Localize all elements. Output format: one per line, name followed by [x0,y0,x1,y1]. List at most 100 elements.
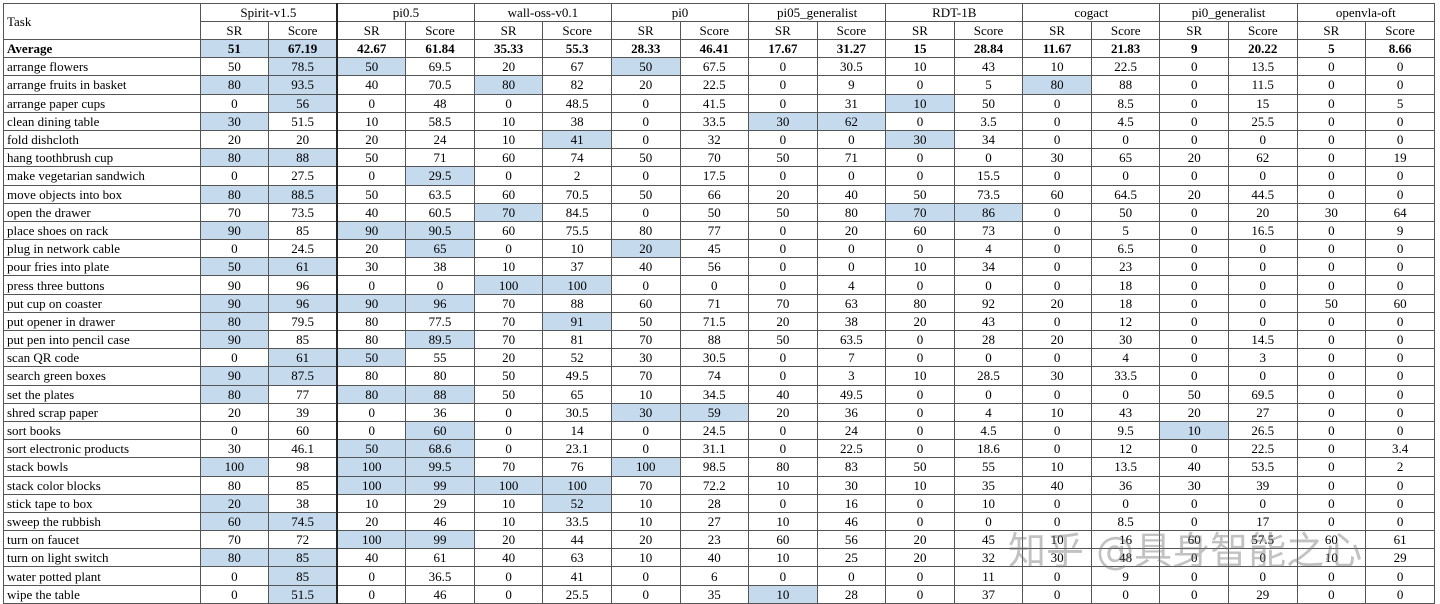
header-row: Task Spirit-v1.5 pi0.5 wall-oss-v0.1 pi0 pi05… [3,3,1436,40]
value-cell: 0 [1296,129,1367,150]
value-cell: 77.5 [405,311,475,332]
value-cell: 30 [1022,148,1092,168]
value-cell: 90 [199,329,270,350]
value-cell: 35 [953,475,1024,495]
value-cell: 43 [1090,402,1161,422]
value-cell: 49.5 [816,384,887,404]
value-cell: 80 [1022,75,1092,95]
value-cell: 0 [1228,311,1298,332]
value-cell: 20 [199,402,270,422]
data-row: make vegetarian sandwich 0 27.5 0 29.5 0 2 0 17.… [3,166,1435,186]
data-row: hang toothbrush cup 80 88 50 71 60 74 50 70 50 71 0… [3,148,1435,168]
value-cell: 20 [473,57,544,77]
value-cell: 98.5 [679,457,750,477]
value-cell: 30 [199,439,270,459]
value-cell: 30 [199,111,270,131]
metric-header: Score [1365,21,1435,40]
task-cell: search green boxes [3,366,201,386]
value-cell: 10 [885,93,955,113]
value-cell: 38 [405,257,475,277]
value-cell: 80 [199,148,270,168]
value-cell: 0 [1365,493,1435,513]
value-cell: 10 [473,511,544,532]
value-cell: 71.5 [679,311,750,332]
value-cell: 0 [816,257,887,277]
value-cell: 0 [610,584,681,604]
value-cell: 20 [336,129,407,150]
value-cell: 0 [1090,166,1161,186]
value-cell: 6.5 [1090,239,1161,259]
value-cell: 46 [405,511,475,532]
value-cell: 0 [1022,202,1092,222]
value-cell: 35.33 [473,38,544,59]
value-cell: 67.5 [679,57,750,77]
value-cell: 0 [1365,184,1435,204]
value-cell: 65 [1090,148,1161,168]
value-cell: 30 [748,111,818,131]
value-cell: 0 [1296,439,1367,459]
value-cell: 0 [1022,220,1092,241]
metric-header: Score [816,21,887,40]
value-cell: 0 [610,420,681,441]
value-cell: 0 [1296,420,1367,441]
value-cell: 24.5 [679,420,750,441]
value-cell: 52 [542,348,612,368]
data-row: shred scrap paper 20 39 0 36 0 30.5 30 59 20 36 0 4 1… [3,402,1435,422]
value-cell: 60 [473,148,544,168]
value-cell: 0 [1159,257,1230,277]
metric-header: SR [1296,21,1367,40]
value-cell: 23 [1090,257,1161,277]
value-cell: 20 [885,530,955,550]
value-cell: 70 [473,293,544,313]
value-cell: 88.5 [268,184,339,204]
value-cell: 0 [1022,275,1092,295]
data-row: open the drawer 70 73.5 40 60.5 70 84.5 0 50 50 80… [3,202,1435,222]
value-cell: 0 [1159,220,1230,241]
value-cell: 20 [199,129,270,150]
value-cell: 72 [268,530,339,550]
value-cell: 20 [885,548,955,568]
value-cell: 0 [1365,239,1435,259]
value-cell: 40 [336,202,407,222]
value-cell: 0 [885,566,955,586]
value-cell: 10 [885,366,955,386]
value-cell: 90 [199,275,270,295]
value-cell: 0 [610,275,681,295]
value-cell: 61.84 [405,38,475,59]
watermark: 知乎 @具身智能之心 [1008,529,1363,573]
data-row: put opener in drawer 80 79.5 80 77.5 70 91 50 71… [3,311,1435,332]
value-cell: 36.5 [405,566,475,586]
value-cell: 73.5 [953,184,1024,204]
value-cell: 40 [336,75,407,95]
value-cell: 0 [610,566,681,586]
value-cell: 20 [473,530,544,550]
value-cell: 0 [679,275,750,295]
metric-header: SR [1159,21,1230,40]
value-cell: 0 [1159,93,1230,113]
value-cell: 0 [1296,475,1367,495]
value-cell: 29 [1365,548,1435,568]
value-cell: 0 [1365,166,1435,186]
value-cell: 0 [1365,275,1435,295]
value-cell: 85 [268,329,339,350]
data-row: water potted plant 0 85 0 36.5 0 41 0 6 0 0 0 11 0 9 0 0… [3,566,1435,586]
value-cell: 0 [1022,166,1092,186]
data-row: stack bowls 100 98 100 99.5 70 76 100 98.5 80 83 50… [3,457,1435,477]
value-cell: 77 [268,384,339,404]
value-cell: 99 [405,530,475,550]
value-cell: 20 [748,311,818,332]
metric-header: Score [953,21,1024,40]
value-cell: 0 [953,348,1024,368]
value-cell: 0 [1296,402,1367,422]
value-cell: 99 [405,475,475,495]
value-cell: 71 [679,293,750,313]
value-cell: 0 [336,584,407,604]
metric-header: SR [610,21,681,40]
metric-header: Score [1090,21,1161,40]
value-cell: 0 [199,166,270,186]
value-cell: 50 [953,93,1024,113]
value-cell: 0 [473,584,544,604]
value-cell: 60.5 [405,202,475,222]
task-cell: sort books [3,420,201,441]
value-cell: 63 [816,293,887,313]
